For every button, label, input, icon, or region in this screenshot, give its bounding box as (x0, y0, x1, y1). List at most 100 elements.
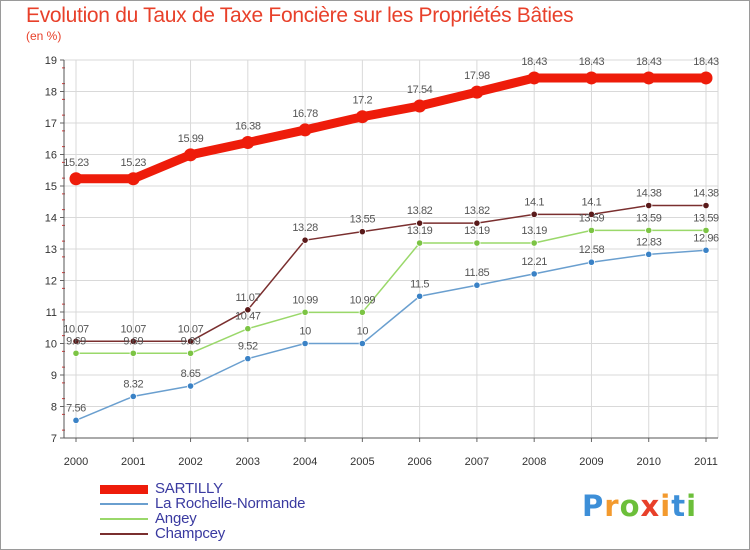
data-label-angey: 10.47 (235, 311, 261, 323)
data-label-la-rochelle-normande: 8.65 (181, 368, 201, 380)
series-champcey (72, 201, 710, 345)
series-line-la-rochelle-normande (75, 249, 707, 422)
y-tick-label: 19 (45, 55, 57, 67)
data-label-champcey: 13.55 (350, 214, 376, 226)
data-point-angey (244, 325, 252, 333)
data-label-sartilly: 16.38 (235, 121, 261, 133)
data-label-la-rochelle-normande: 10 (357, 326, 369, 338)
data-point-sartilly (413, 99, 427, 113)
data-point-la-rochelle-normande (129, 392, 137, 401)
data-point-champcey (473, 219, 481, 227)
data-point-angey (358, 308, 366, 316)
data-label-champcey: 13.28 (292, 222, 318, 234)
data-point-la-rochelle-normande (702, 246, 710, 254)
chart-title: Evolution du Taux de Taxe Foncière sur l… (26, 4, 574, 27)
data-point-la-rochelle-normande (358, 339, 366, 348)
data-label-sartilly: 15.99 (178, 133, 204, 145)
data-point-la-rochelle-normande (72, 416, 80, 424)
data-label-la-rochelle-normande: 10 (299, 326, 311, 338)
x-tick-label: 2010 (636, 456, 660, 468)
x-tick-label: 2006 (407, 456, 431, 468)
data-label-sartilly: 15.23 (63, 157, 89, 169)
data-label-sartilly: 18.43 (521, 56, 547, 68)
legend-item-angey: Angey (100, 510, 380, 527)
data-point-sartilly (355, 110, 369, 124)
data-label-champcey: 14.38 (693, 188, 719, 200)
data-label-sartilly: 18.43 (579, 56, 605, 68)
x-tick-label: 2003 (236, 456, 260, 468)
x-tick-label: 2005 (350, 456, 374, 468)
data-point-champcey (358, 228, 366, 236)
proxiti-logo: Proxiti (582, 489, 698, 523)
x-tick-label: 2009 (579, 456, 603, 468)
data-label-sartilly: 16.78 (292, 108, 318, 120)
data-point-champcey (587, 210, 596, 218)
data-label-champcey: 10.07 (178, 323, 204, 335)
data-point-champcey (244, 306, 252, 314)
data-point-la-rochelle-normande (587, 258, 596, 266)
data-point-angey (301, 308, 309, 316)
data-point-sartilly (699, 71, 713, 85)
data-point-sartilly (69, 172, 83, 186)
data-point-angey (416, 239, 424, 247)
data-label-la-rochelle-normande: 8.32 (123, 378, 143, 390)
y-tick-label: 16 (45, 150, 57, 162)
data-point-sartilly (527, 71, 541, 85)
data-label-angey: 13.19 (407, 225, 433, 237)
legend: SARTILLY La Rochelle-Normande Angey Champce… (100, 480, 380, 542)
data-label-champcey: 14.38 (636, 188, 662, 200)
series-lines (69, 71, 713, 424)
data-point-angey (72, 349, 80, 357)
y-tick-label: 14 (45, 213, 57, 225)
data-point-champcey (129, 337, 137, 345)
legend-swatch-angey (100, 518, 148, 520)
data-label-la-rochelle-normande: 7.56 (66, 402, 86, 414)
data-point-angey (473, 239, 481, 247)
y-tick-label: 13 (45, 244, 57, 256)
y-tick-label: 11 (46, 307, 57, 319)
data-label-champcey: 10.07 (63, 323, 89, 335)
data-point-sartilly (470, 85, 484, 99)
data-label-sartilly: 17.98 (464, 70, 490, 82)
data-label-angey: 13.59 (636, 212, 662, 224)
data-label-angey: 13.59 (693, 212, 719, 224)
data-point-la-rochelle-normande (530, 270, 538, 278)
data-point-champcey (530, 210, 538, 218)
data-point-la-rochelle-normande (645, 250, 653, 258)
chart-subtitle: (en %) (26, 29, 62, 43)
y-tick-label: 9 (51, 370, 57, 382)
data-label-la-rochelle-normande: 9.52 (238, 341, 258, 353)
legend-swatch-la-rochelle-normande (100, 503, 148, 505)
data-label-la-rochelle-normande: 12.83 (636, 236, 662, 248)
data-point-sartilly (298, 123, 312, 137)
data-point-angey (587, 226, 596, 235)
data-label-la-rochelle-normande: 12.58 (579, 244, 605, 256)
data-label-champcey: 14.1 (524, 196, 544, 208)
data-label-champcey: 11.07 (235, 292, 260, 304)
series-angey (72, 226, 710, 357)
data-point-champcey (416, 219, 424, 227)
series-line-angey (75, 229, 707, 355)
data-label-champcey: 13.82 (464, 205, 490, 217)
legend-item-sartilly: SARTILLY (100, 480, 380, 497)
y-tick-label: 7 (51, 433, 57, 445)
data-point-champcey (702, 201, 710, 210)
data-point-champcey (186, 337, 195, 345)
x-tick-label: 2008 (522, 456, 546, 468)
data-point-angey (702, 226, 710, 235)
series-la-rochelle-normande (72, 246, 710, 424)
data-point-champcey (301, 236, 309, 244)
y-tick-label: 8 (51, 402, 57, 414)
legend-label-champcey: Champcey (155, 525, 226, 542)
data-point-sartilly (241, 136, 255, 150)
data-point-champcey (645, 201, 653, 210)
x-tick-label: 2011 (694, 456, 718, 468)
data-label-angey: 10.99 (350, 294, 376, 306)
data-label-angey: 13.19 (464, 225, 490, 237)
data-label-angey: 13.59 (579, 212, 605, 224)
data-point-la-rochelle-normande (244, 355, 252, 363)
data-point-sartilly (642, 71, 656, 85)
data-label-angey: 13.19 (521, 225, 547, 237)
y-tick-label: 15 (45, 181, 57, 193)
data-point-la-rochelle-normande (416, 292, 424, 300)
